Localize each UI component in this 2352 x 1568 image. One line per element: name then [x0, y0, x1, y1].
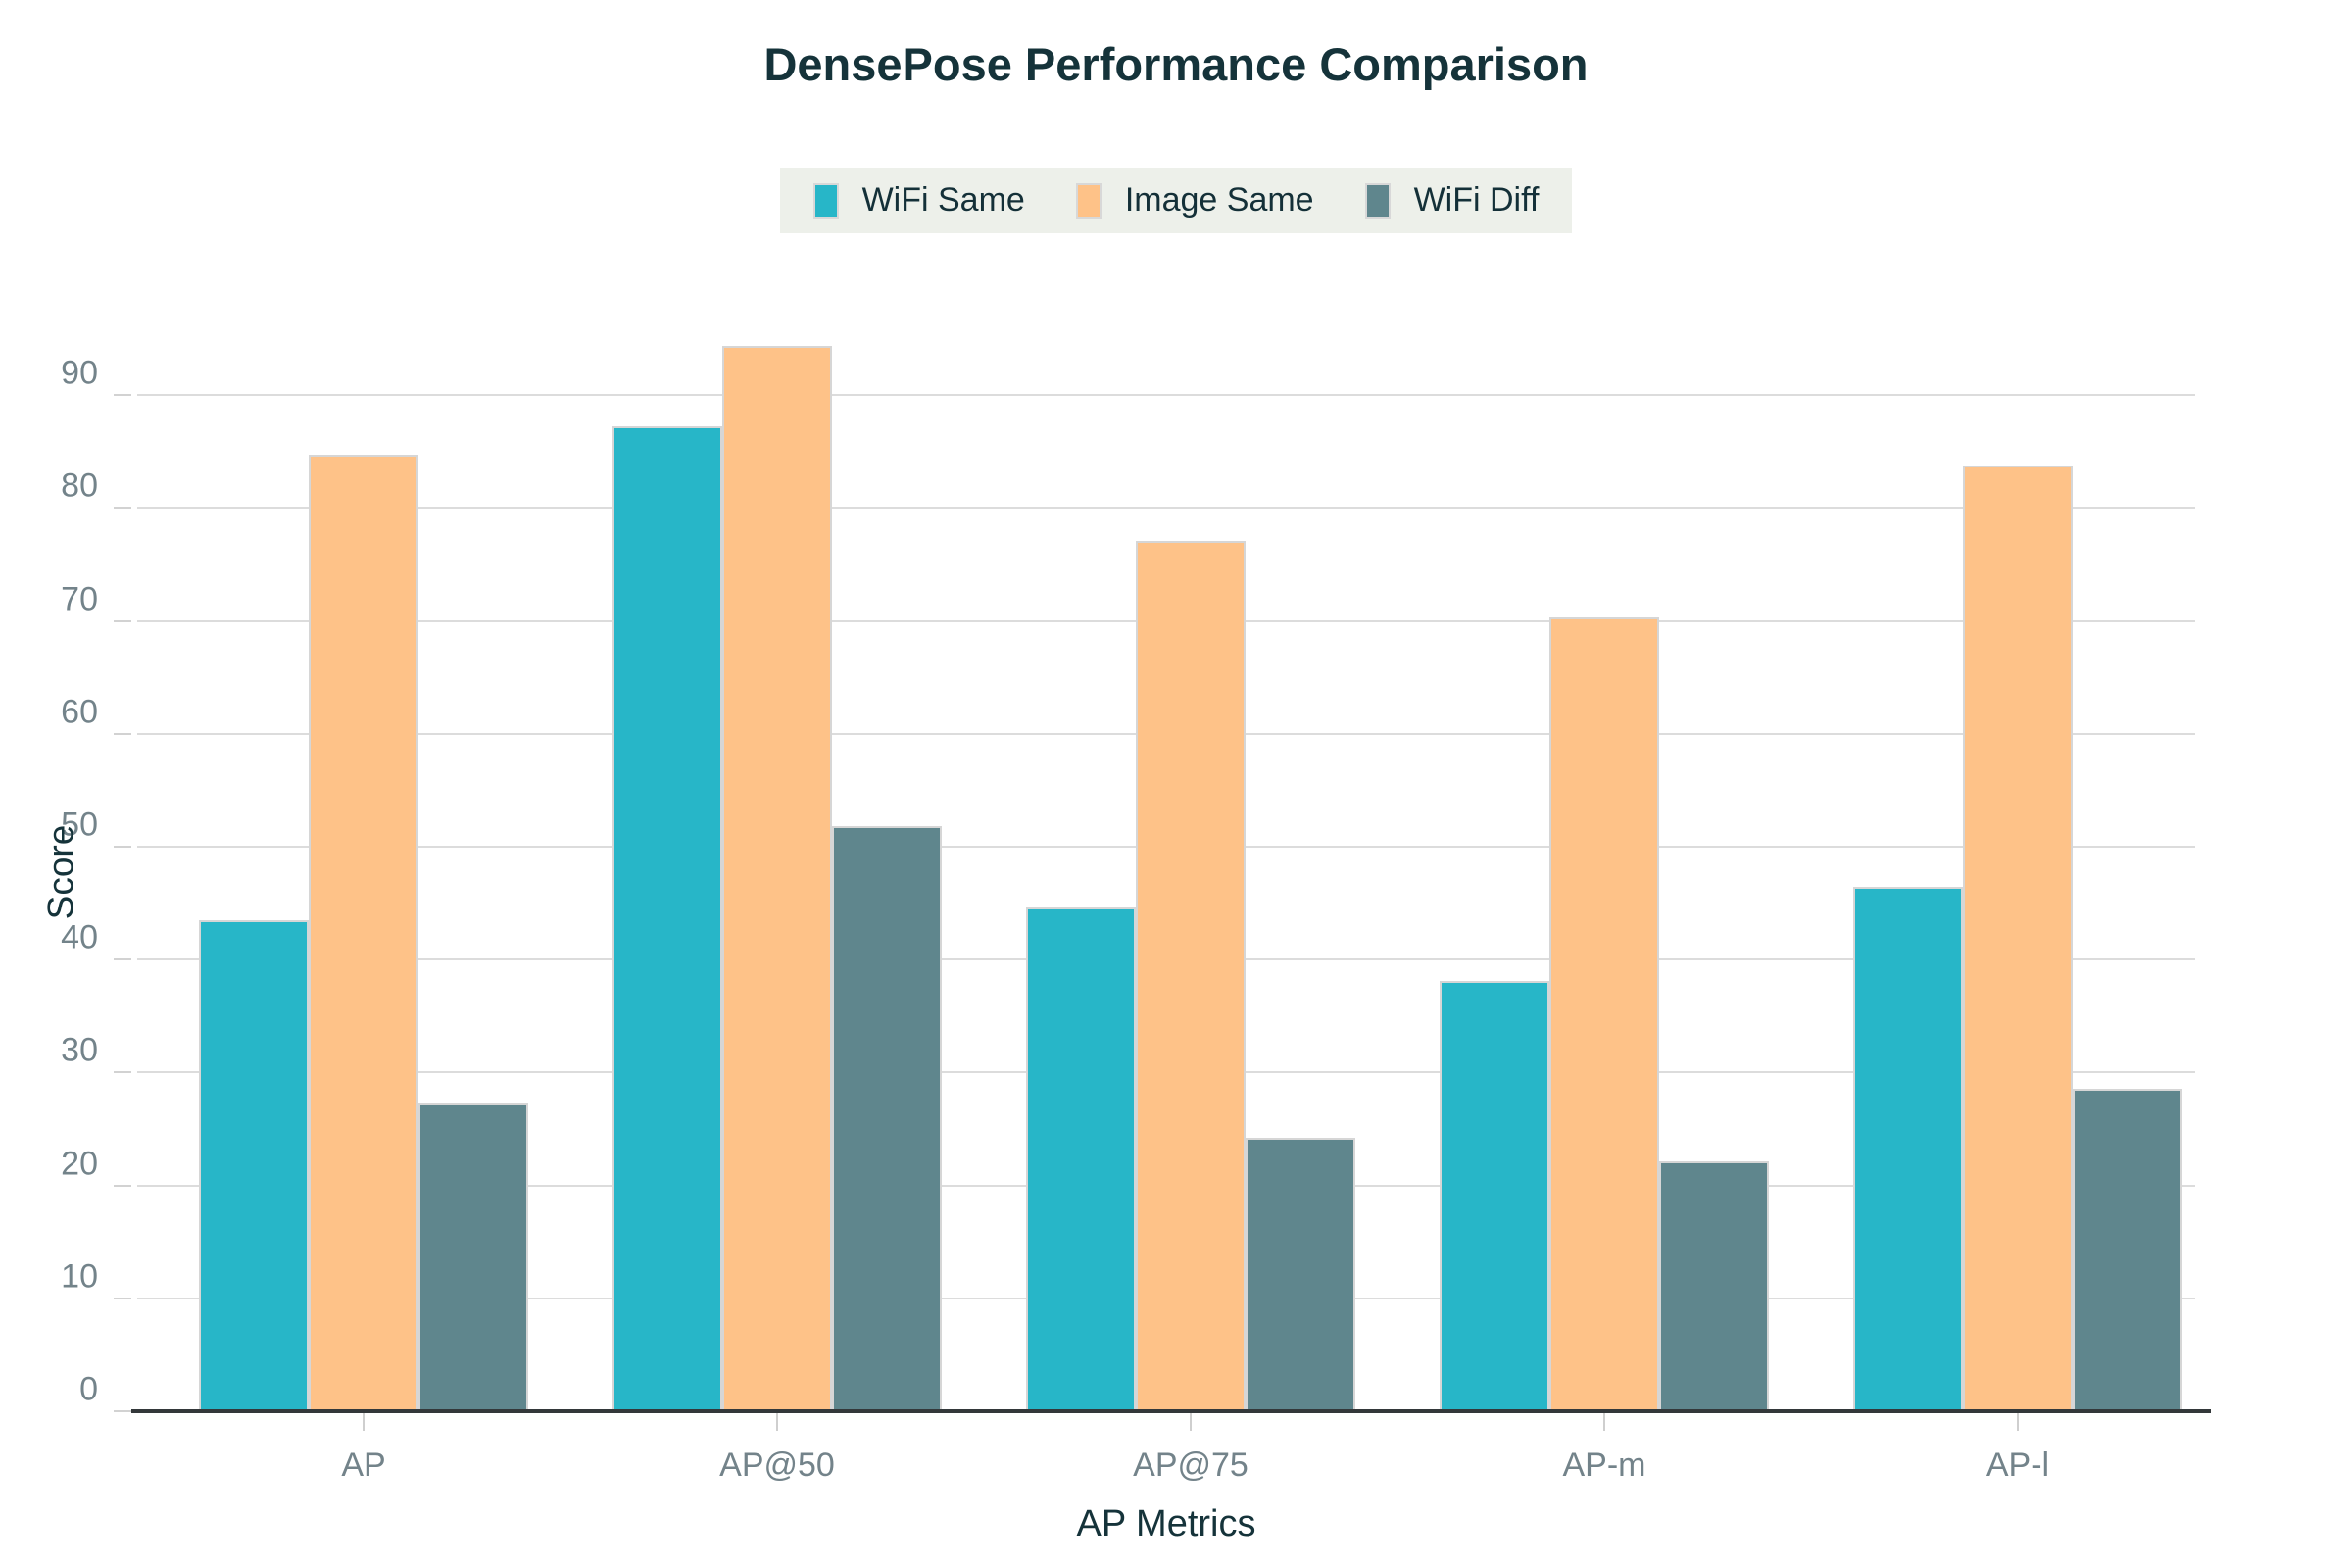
bar-ap@75-wifi-same: [1026, 907, 1136, 1411]
gridline-90: [137, 394, 2195, 397]
bar-ap-image-same: [309, 455, 418, 1411]
y-tick-mark: [114, 1410, 131, 1412]
y-tick-label-30: 30: [61, 1031, 98, 1069]
y-axis-title: Score: [40, 824, 81, 920]
y-tick-mark: [114, 846, 131, 848]
y-tick-label-40: 40: [61, 918, 98, 956]
legend-label: Image Same: [1124, 181, 1314, 219]
y-tick-label-90: 90: [61, 354, 98, 392]
bar-ap@50-image-same: [722, 346, 832, 1411]
bar-ap-l-wifi-same: [1853, 887, 1963, 1411]
bar-ap@50-wifi-diff: [832, 826, 942, 1411]
bar-ap@50-wifi-same: [612, 426, 722, 1411]
y-tick-label-20: 20: [61, 1145, 98, 1183]
legend-item-wifi-same[interactable]: WiFi Same: [812, 181, 1025, 220]
x-tick-mark: [363, 1411, 365, 1431]
legend-label: WiFi Diff: [1413, 181, 1540, 219]
y-tick-mark: [114, 1184, 131, 1187]
x-tick-label-ap-m: AP-m: [1562, 1446, 1646, 1484]
bar-ap@75-wifi-diff: [1246, 1138, 1355, 1411]
legend-label: WiFi Same: [861, 181, 1025, 219]
y-tick-label-70: 70: [61, 580, 98, 618]
bar-ap-m-wifi-same: [1440, 981, 1549, 1411]
y-tick-label-60: 60: [61, 693, 98, 731]
gridline-80: [137, 507, 2195, 510]
legend-swatch-icon: [1364, 182, 1391, 219]
y-tick-label-10: 10: [61, 1257, 98, 1296]
x-tick-mark: [1603, 1411, 1605, 1431]
x-tick-mark: [2017, 1411, 2019, 1431]
chart-title: DensePose Performance Comparison: [763, 38, 1589, 90]
legend: WiFi Same Image Same WiFi Diff: [0, 168, 2352, 233]
legend-swatch-icon: [1075, 182, 1102, 219]
legend-item-wifi-diff[interactable]: WiFi Diff: [1364, 181, 1540, 220]
y-tick-label-80: 80: [61, 466, 98, 505]
bar-ap-wifi-diff: [418, 1103, 528, 1411]
bar-ap-l-wifi-diff: [2073, 1089, 2182, 1411]
y-tick-mark: [114, 1071, 131, 1074]
y-tick-label-50: 50: [61, 806, 98, 844]
x-tick-label-ap@75: AP@75: [1133, 1446, 1249, 1484]
x-tick-label-ap: AP: [341, 1446, 386, 1484]
bar-ap-wifi-same: [199, 920, 309, 1411]
y-tick-label-0: 0: [79, 1370, 98, 1408]
plot-area: 0 10 20 30 40 50 60 70 80 90 AP AP@50 AP@75 AP-m AP-l: [61, 333, 2211, 1484]
x-tick-mark: [1190, 1411, 1192, 1431]
y-tick-mark: [114, 619, 131, 622]
bar-ap-m-wifi-diff: [1659, 1161, 1769, 1411]
legend-item-image-same[interactable]: Image Same: [1075, 181, 1314, 220]
y-tick-mark: [114, 1297, 131, 1299]
x-axis-title: AP Metrics: [1076, 1503, 1256, 1544]
bar-ap@75-image-same: [1136, 541, 1246, 1411]
y-tick-mark: [114, 507, 131, 510]
y-tick-mark: [114, 732, 131, 735]
legend-swatch-icon: [812, 182, 839, 219]
x-tick-mark: [776, 1411, 778, 1431]
bar-ap-m-image-same: [1549, 617, 1659, 1411]
legend-box: WiFi Same Image Same WiFi Diff: [779, 168, 1573, 233]
x-tick-label-ap@50: AP@50: [719, 1446, 835, 1484]
x-axis-line: [131, 1409, 2211, 1413]
bar-ap-l-image-same: [1963, 466, 2073, 1411]
y-tick-mark: [114, 394, 131, 397]
x-tick-label-ap-l: AP-l: [1985, 1446, 2050, 1484]
y-tick-mark: [114, 958, 131, 961]
